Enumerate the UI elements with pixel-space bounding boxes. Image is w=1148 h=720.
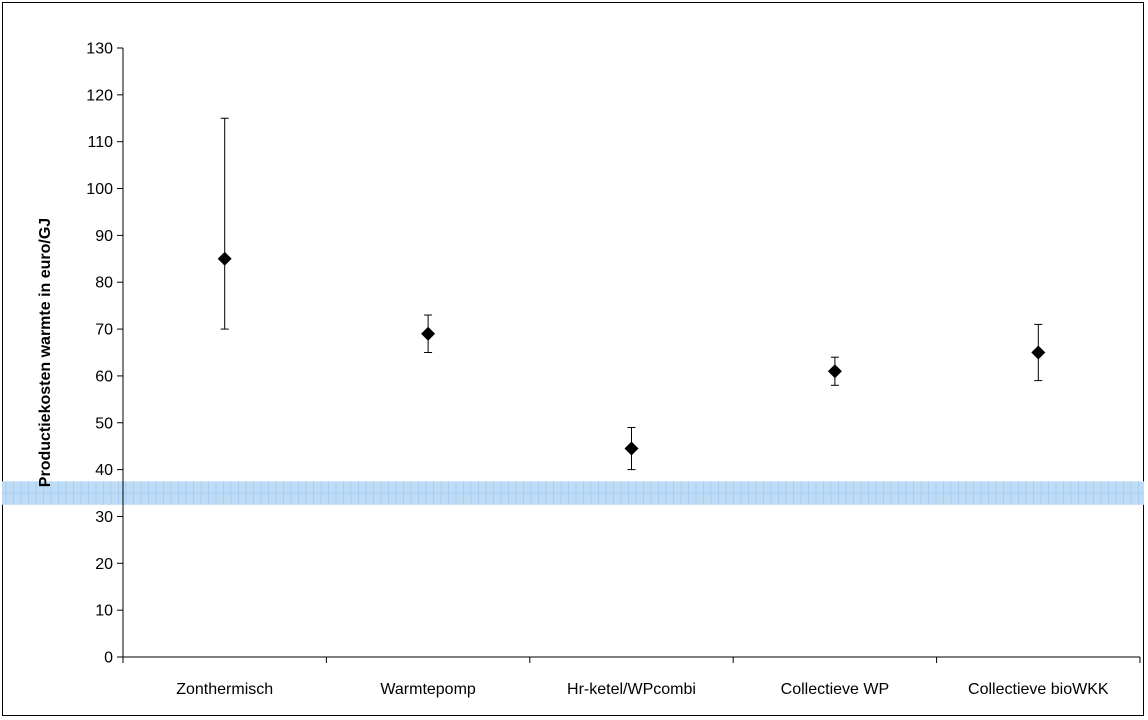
data-point-diamond: [217, 251, 232, 266]
y-tick-label: 80: [95, 275, 113, 292]
data-marks: [217, 117, 1046, 471]
y-tick-label: 90: [95, 228, 113, 245]
y-tick-label: 10: [95, 603, 113, 620]
y-tick-label: 30: [95, 509, 113, 526]
y-axis-title: Productiekosten warmte in euro/GJ: [37, 218, 54, 487]
y-tick-label: 20: [95, 556, 113, 573]
x-category-label: Zonthermisch: [176, 681, 273, 698]
y-tick-label: 70: [95, 322, 113, 339]
y-tick-label: 130: [86, 41, 113, 58]
data-point-diamond: [827, 364, 842, 379]
y-tick-label: 0: [104, 650, 113, 667]
x-category-label: Hr-ketel/WPcombi: [567, 681, 696, 698]
data-point-diamond: [421, 326, 436, 341]
data-point-diamond: [624, 441, 639, 456]
y-tick-label: 110: [87, 134, 113, 151]
reference-band-layer: [2, 481, 1144, 505]
data-point-diamond: [1031, 345, 1046, 360]
axes: 0 10 20 30 40 50 60 70 80 90 100 110 120 130 Zonthermi…: [86, 41, 1141, 698]
y-tick-label: 40: [95, 462, 113, 479]
x-category-label: Collectieve bioWKK: [968, 681, 1109, 698]
y-tick-label: 60: [95, 368, 113, 385]
y-tick-label: 50: [95, 415, 113, 432]
y-tick-label: 100: [86, 181, 113, 198]
x-category-label: Collectieve WP: [781, 681, 889, 698]
x-category-label: Warmtepomp: [380, 681, 476, 698]
y-tick-label: 120: [86, 87, 113, 104]
